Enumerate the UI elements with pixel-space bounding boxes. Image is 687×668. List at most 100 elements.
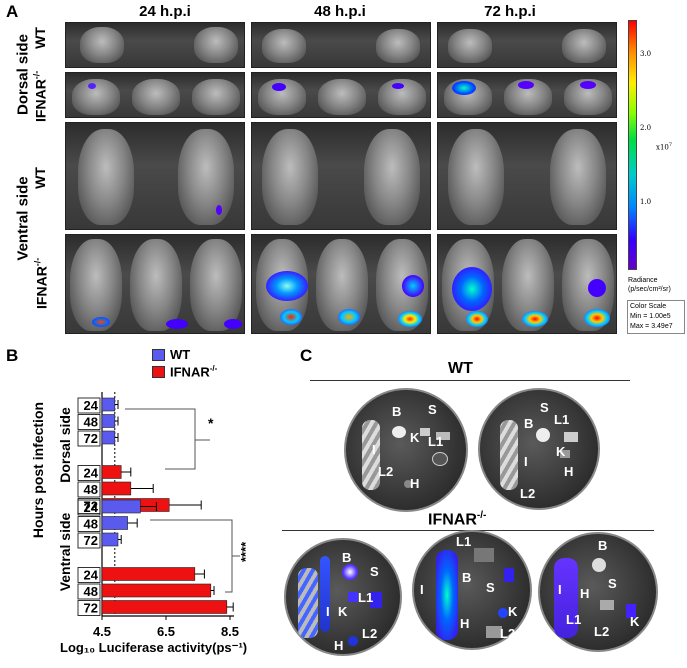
organ-label-k: K	[556, 444, 566, 459]
wt-divider	[310, 380, 630, 381]
bar	[101, 397, 116, 412]
legend-wt-swatch	[152, 349, 165, 361]
organ-label-i: I	[558, 582, 562, 597]
bar	[101, 465, 122, 479]
dish-ifnar-1: B S K L1 L2 H I	[284, 538, 402, 656]
group-label-dorsal: Dorsal side	[57, 407, 73, 483]
x-tick-label: 6.5	[157, 624, 175, 639]
sig-star-ventral: ****	[238, 541, 253, 562]
organ-label-h: H	[460, 616, 470, 631]
organ-label-b: B	[524, 416, 534, 431]
organ-label-l1: L1	[428, 434, 444, 449]
colorbar-tick-1: 1.0	[640, 198, 652, 206]
organ-label-k: K	[508, 604, 518, 619]
organ-label-k: K	[338, 604, 348, 619]
bar-label: 24	[84, 398, 99, 413]
bar-label-box	[77, 499, 101, 516]
organ-label-s: S	[370, 564, 379, 579]
colorbar-title: Radiance (p/sec/cm²/sr)	[628, 277, 671, 293]
bar	[101, 414, 116, 428]
legend-ifnar-label: IFNAR-/-	[170, 364, 218, 380]
panel-c-ifnar-title: IFNAR-/-	[428, 510, 487, 529]
dish-wt-1: B S K L1 L2 H I	[344, 388, 468, 512]
image-wt-ventral-24h	[65, 122, 245, 230]
image-ifnar-ventral-24h	[65, 234, 245, 334]
organ-label-i: I	[524, 454, 528, 469]
organ-label-l2: L2	[362, 626, 378, 641]
organ-label-s: S	[540, 400, 549, 415]
group-label-ventral: Ventral side	[57, 512, 73, 591]
panel-a-letter: A	[6, 2, 19, 21]
bar-label-box	[77, 567, 101, 583]
header-48h: 48 h.p.i	[314, 3, 366, 20]
bar	[101, 567, 196, 581]
colorbar-multiplier: x107	[656, 142, 673, 152]
dish-wt-2: B S K L1 L2 H I	[478, 388, 600, 510]
panel-c-wt-title: WT	[448, 360, 473, 377]
organ-label-i: I	[326, 604, 330, 619]
bar-label-box	[77, 583, 101, 600]
bar	[101, 481, 132, 496]
bar-label: 72	[84, 499, 98, 514]
organ-label-l2: L2	[520, 486, 536, 501]
bar-label: 24	[84, 568, 99, 583]
image-wt-dorsal-24h	[65, 22, 245, 68]
organ-label-s: S	[486, 580, 495, 595]
organ-label-s: S	[608, 576, 617, 591]
bar-label-box	[77, 532, 101, 549]
radiance-colorbar	[628, 20, 637, 270]
organ-label-k: K	[630, 614, 640, 629]
legend-ifnar-swatch	[152, 366, 165, 378]
bar-label: 24	[84, 466, 99, 481]
organ-label-h: H	[580, 586, 590, 601]
organ-label-s: S	[428, 402, 437, 417]
bar	[101, 430, 116, 445]
bar-label: 48	[84, 482, 98, 497]
legend-wt-label: WT	[170, 347, 191, 362]
chart-xlabel: Log₁₀ Luciferase activity(ps⁻¹)	[60, 640, 248, 655]
colorbar-tick-2: 2.0	[640, 124, 652, 132]
organ-label-h: H	[410, 476, 420, 491]
colorbar-tick-3: 3.0	[640, 50, 652, 58]
sig-star-dorsal: *	[208, 415, 214, 431]
organ-label-l1: L1	[456, 534, 472, 549]
bar-label: 48	[84, 584, 98, 599]
image-wt-ventral-48h	[251, 122, 431, 230]
x-tick-label: 8.5	[221, 624, 239, 639]
bar-label-box	[77, 516, 101, 532]
bar-label-box	[77, 414, 101, 430]
header-72h: 72 h.p.i	[484, 3, 536, 20]
color-scale-box: Color Scale Min = 1.00e5 Max = 3.49e7	[627, 300, 685, 334]
organ-label-b: B	[392, 404, 402, 419]
organ-label-l2: L2	[378, 464, 394, 479]
bar-label: 72	[84, 601, 98, 616]
bar	[101, 516, 128, 530]
image-wt-dorsal-48h	[251, 22, 431, 68]
sig-bracket-dorsal	[125, 408, 196, 470]
organ-label-b: B	[342, 550, 352, 565]
image-ifnar-dorsal-24h	[65, 72, 245, 118]
organ-label-i: I	[372, 442, 376, 457]
organ-label-l1: L1	[566, 612, 582, 627]
image-ifnar-ventral-48h	[251, 234, 431, 334]
bar-label: 72	[84, 431, 98, 446]
bar-label: 72	[84, 533, 98, 548]
image-wt-ventral-72h	[437, 122, 617, 230]
bar	[101, 499, 141, 514]
bar-label: 24	[84, 500, 99, 515]
organ-label-k: K	[410, 430, 420, 445]
x-tick-label: 4.5	[93, 624, 111, 639]
image-ifnar-ventral-72h	[437, 234, 617, 334]
bar	[101, 583, 212, 598]
bar-label-box	[77, 600, 101, 616]
dish-ifnar-3: B I H S L1 L2 K	[538, 532, 658, 652]
image-ifnar-dorsal-72h	[437, 72, 617, 118]
bar	[101, 532, 119, 547]
header-24h: 24 h.p.i	[139, 3, 191, 20]
image-ifnar-dorsal-48h	[251, 72, 431, 118]
organ-label-l2: L2	[594, 624, 610, 639]
bar-label: 48	[84, 415, 98, 430]
organ-label-l1: L1	[358, 590, 374, 605]
bar-label: 48	[84, 517, 98, 532]
